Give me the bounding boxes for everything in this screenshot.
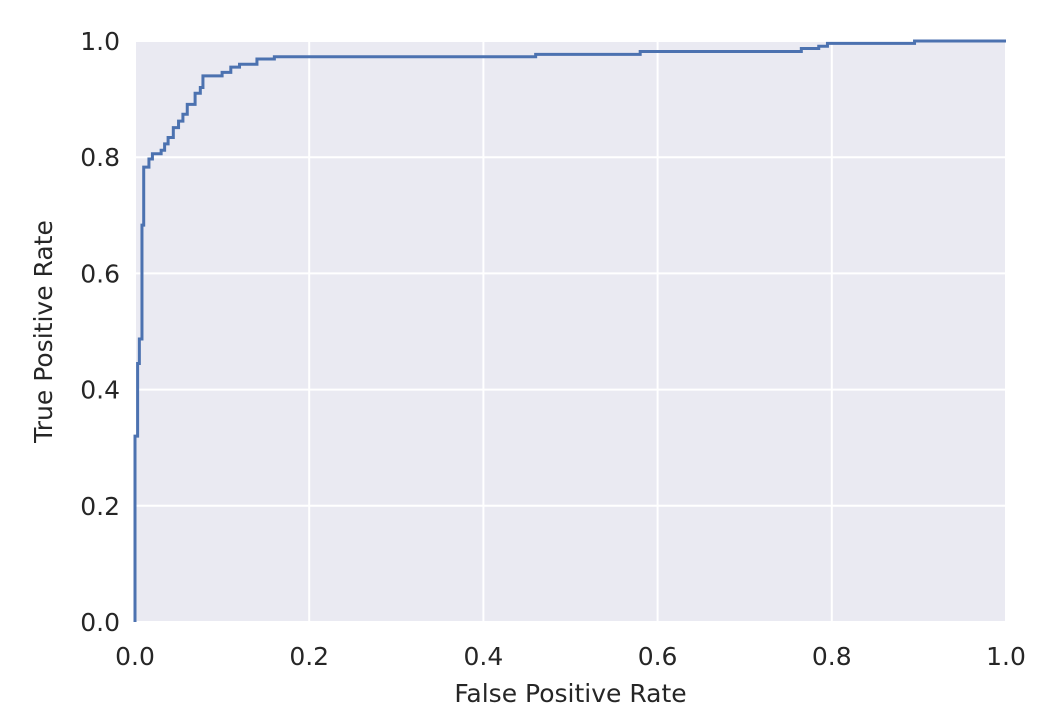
y-tick-label: 1.0 — [80, 27, 120, 56]
x-tick-label: 0.2 — [289, 642, 329, 671]
roc-curve-line — [133, 39, 1006, 622]
x-tick-label: 0.8 — [812, 642, 852, 671]
x-tick-label: 0.6 — [638, 642, 678, 671]
y-tick-label: 0.0 — [80, 608, 120, 637]
y-tick-label: 0.8 — [80, 143, 120, 172]
y-tick-label: 0.4 — [80, 376, 120, 405]
x-tick-label: 0.0 — [115, 642, 155, 671]
x-tick-label: 1.0 — [986, 642, 1026, 671]
grid-lines — [134, 40, 1007, 623]
series-group — [133, 39, 1006, 622]
y-tick-labels: 0.0 0.2 0.4 0.6 0.8 1.0 — [80, 27, 120, 637]
y-tick-label: 0.6 — [80, 259, 120, 288]
y-tick-label: 0.2 — [80, 492, 120, 521]
plot-area — [135, 41, 1006, 622]
y-axis-label: True Positive Rate — [29, 220, 58, 444]
x-tick-label: 0.4 — [464, 642, 504, 671]
x-tick-labels: 0.0 0.2 0.4 0.6 0.8 1.0 — [115, 642, 1026, 671]
x-axis-label: False Positive Rate — [454, 679, 686, 708]
